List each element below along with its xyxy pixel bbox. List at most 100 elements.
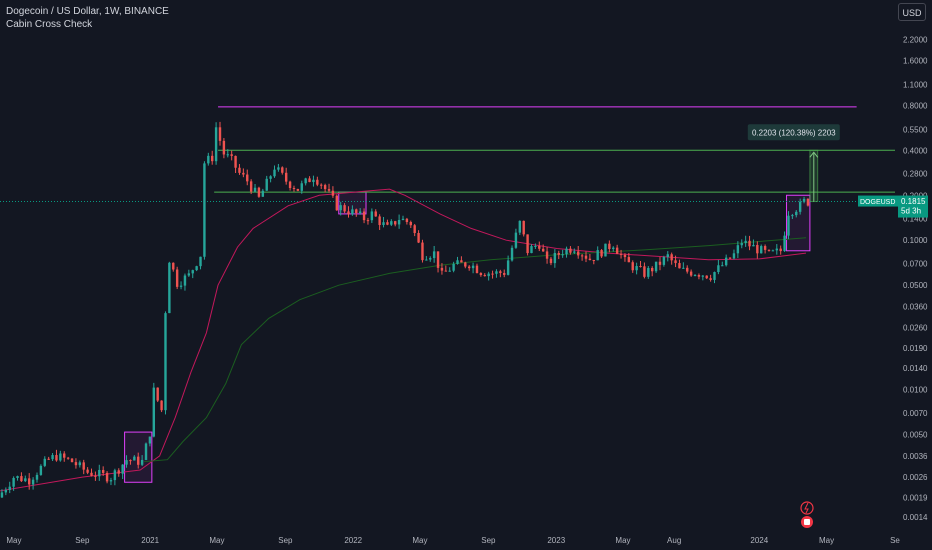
candle — [693, 275, 697, 277]
candle — [643, 266, 646, 277]
candle — [429, 258, 432, 260]
y-tick-label: 0.0140 — [903, 364, 928, 373]
candle — [647, 267, 650, 277]
candle — [203, 163, 206, 257]
candle — [405, 218, 409, 222]
x-tick-label: Se — [890, 536, 900, 545]
candle — [744, 240, 747, 244]
candle — [526, 234, 529, 254]
symbol-badge — [858, 195, 898, 207]
candle — [8, 486, 11, 490]
candle — [530, 246, 533, 254]
candle — [534, 245, 537, 247]
x-tick-label: Aug — [667, 536, 681, 545]
candle — [487, 273, 490, 277]
candle — [573, 251, 576, 253]
candle — [724, 257, 728, 266]
candle — [650, 267, 654, 272]
y-tick-label: 0.0026 — [903, 473, 928, 482]
candle — [226, 154, 229, 156]
x-tick-label: May — [615, 536, 630, 545]
candle — [261, 190, 265, 197]
x-tick-label: 2023 — [547, 536, 565, 545]
candle — [701, 275, 705, 277]
y-tick-label: 0.0014 — [903, 513, 928, 522]
candle — [323, 185, 327, 190]
candle — [55, 455, 58, 461]
candle — [584, 255, 588, 259]
x-tick-label: Sep — [481, 536, 496, 545]
candle — [78, 462, 82, 466]
candle — [214, 127, 218, 162]
candle — [709, 278, 712, 280]
event-glyph — [804, 519, 810, 525]
price-badge — [898, 195, 928, 218]
currency-button[interactable]: USD — [898, 3, 926, 21]
y-tick-label: 0.0036 — [903, 452, 928, 461]
candle — [577, 251, 580, 256]
y-tick-label: 0.4000 — [903, 146, 928, 155]
candle — [413, 225, 416, 233]
candle — [16, 476, 19, 478]
candle — [320, 184, 323, 186]
y-tick-label: 0.0700 — [903, 259, 928, 268]
candle — [94, 475, 97, 477]
candle — [234, 155, 237, 168]
candle — [608, 243, 611, 250]
candle — [635, 266, 638, 271]
candle — [222, 140, 226, 155]
indicator-title[interactable]: Cabin Cross Check — [6, 19, 93, 30]
candle — [183, 275, 187, 286]
candle — [187, 273, 191, 276]
candle — [436, 251, 440, 268]
candles — [0, 121, 810, 499]
candle — [495, 271, 498, 274]
candle — [545, 251, 549, 259]
candle — [397, 220, 401, 225]
candle — [748, 240, 751, 247]
candle — [249, 181, 253, 192]
candle — [627, 257, 631, 263]
y-tick-label: 0.1400 — [903, 214, 928, 223]
candle — [682, 267, 685, 269]
candle — [386, 222, 389, 225]
candle — [105, 472, 109, 482]
candle — [460, 260, 463, 263]
measure-tool: 0.2203 (120.38%) 2203 — [747, 124, 840, 203]
candle — [510, 247, 514, 261]
candle — [736, 245, 740, 254]
candle — [156, 387, 159, 401]
candle — [109, 480, 113, 482]
candle — [70, 458, 74, 463]
candle — [90, 472, 93, 476]
y-tick-label: 0.0050 — [903, 431, 928, 440]
measure-label-bg — [747, 124, 840, 141]
candle — [24, 478, 27, 482]
candle — [207, 155, 210, 164]
candle — [612, 247, 615, 250]
candle — [242, 172, 245, 175]
overlay-icons — [800, 501, 814, 528]
candle — [522, 220, 525, 235]
candle — [728, 257, 732, 259]
lightning-icon[interactable] — [800, 501, 814, 515]
candle — [20, 476, 23, 482]
candle — [798, 201, 802, 212]
candle — [374, 211, 377, 217]
candle — [409, 221, 412, 226]
candle — [802, 198, 806, 202]
candle — [300, 183, 303, 191]
x-tick-label: 2022 — [344, 536, 362, 545]
candle — [444, 270, 448, 272]
candle — [623, 254, 627, 258]
symbol-title[interactable]: Dogecoin / US Dollar, 1W, BINANCE — [6, 6, 169, 17]
candle — [277, 167, 280, 170]
y-tick-label: 0.0070 — [903, 409, 928, 418]
axes: 2.2000 1.6000 1.1000 0.8000 0.5500 0.4000 0.28… — [6, 0, 932, 550]
candle — [86, 469, 89, 473]
candle — [721, 265, 724, 267]
candle — [756, 244, 759, 254]
candle — [471, 265, 475, 269]
candle — [238, 167, 241, 173]
